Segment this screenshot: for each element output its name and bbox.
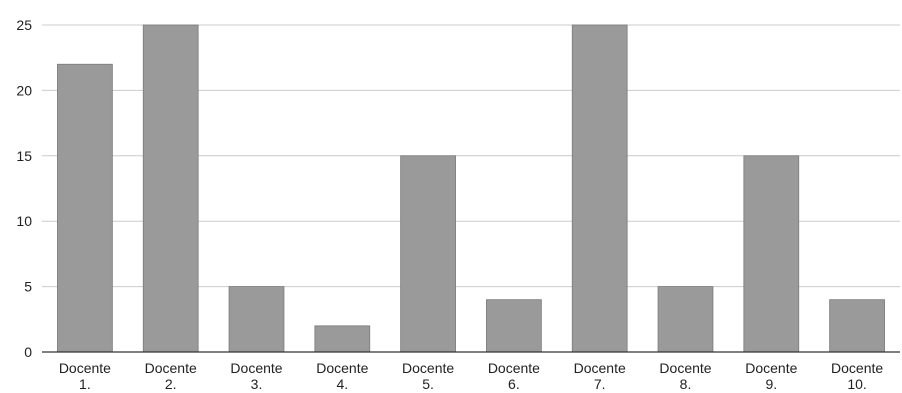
bar-docente-2 [142,24,199,353]
y-axis-ticks: 0 5 10 15 20 25 [16,17,32,360]
x-tick-label: Docente [745,360,797,376]
x-tick-label-number: 2. [165,376,177,392]
x-tick-label-number: 5. [422,376,434,392]
bar-docente-9 [743,155,800,353]
bar-docente-7 [571,24,628,353]
bar-docente-6 [486,299,542,353]
y-tick-label: 20 [16,82,32,98]
x-tick-label: Docente [59,360,111,376]
bars [57,24,885,353]
x-tick-label: Docente [316,360,368,376]
bar-docente-1 [57,63,113,353]
x-tick-label-number: 7. [594,376,606,392]
y-tick-label: 5 [24,279,32,295]
y-tick-label: 25 [16,17,32,33]
x-tick-label-number: 3. [251,376,263,392]
bar-docente-8 [657,286,714,353]
y-tick-label: 10 [16,213,32,229]
bar-docente-3 [228,286,285,353]
bar-docente-4 [314,325,371,353]
y-tick-label: 0 [24,344,32,360]
bar-docente-10 [829,299,885,353]
x-tick-label: Docente [831,360,883,376]
x-tick-label: Docente [145,360,197,376]
x-tick-label-number: 4. [336,376,348,392]
x-axis-labels: Docente1.Docente2.Docente3.Docente4.Doce… [59,360,884,392]
x-tick-label: Docente [574,360,626,376]
x-tick-label-number: 9. [765,376,777,392]
bar-docente-5 [400,155,456,353]
y-tick-label: 15 [16,148,32,164]
x-tick-label-number: 8. [680,376,692,392]
x-tick-label: Docente [659,360,711,376]
x-tick-label-number: 1. [79,376,91,392]
x-tick-label: Docente [402,360,454,376]
x-tick-label: Docente [488,360,540,376]
x-tick-label-number: 6. [508,376,520,392]
x-tick-label-number: 10. [847,376,866,392]
x-tick-label: Docente [230,360,282,376]
